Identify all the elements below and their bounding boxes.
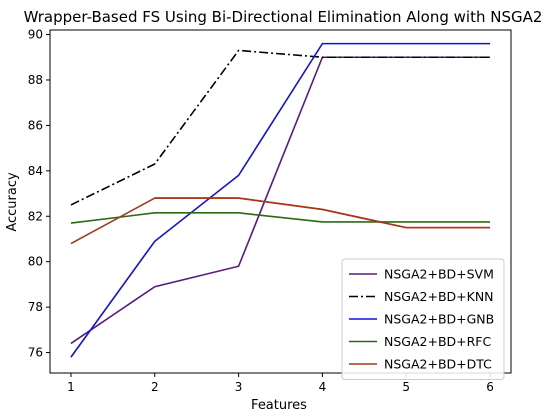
x-tick-label: 6 bbox=[486, 380, 494, 394]
y-axis-label: Accuracy bbox=[5, 172, 20, 232]
y-tick-label: 88 bbox=[28, 73, 43, 87]
series-line-nsga2-bd-knn bbox=[70, 49, 491, 206]
x-axis-label: Features bbox=[251, 398, 307, 413]
y-tick-label: 80 bbox=[28, 255, 43, 269]
y-tick-label: 84 bbox=[28, 164, 43, 178]
series-line-nsga2-bd-dtc bbox=[70, 197, 491, 245]
series-line-nsga2-bd-rfc bbox=[70, 212, 491, 224]
legend: NSGA2+BD+SVM NSGA2+BD+KNN NSGA2+BD+GNB NSGA… bbox=[341, 258, 505, 380]
y-tick-label: 76 bbox=[28, 346, 43, 360]
x-tick-label: 2 bbox=[151, 380, 159, 394]
x-tick-label: 3 bbox=[235, 380, 243, 394]
legend-label: NSGA2+BD+GNB bbox=[384, 312, 494, 327]
legend-label: NSGA2+BD+KNN bbox=[384, 289, 494, 304]
legend-label: NSGA2+BD+DTC bbox=[384, 357, 492, 372]
x-tick-label: 5 bbox=[402, 380, 410, 394]
y-tick-label: 86 bbox=[28, 118, 43, 132]
chart-title: Wrapper-Based FS Using Bi-Directional El… bbox=[24, 8, 543, 26]
legend-label: NSGA2+BD+SVM bbox=[384, 267, 494, 282]
plot-frame bbox=[49, 29, 512, 374]
x-tick-label: 4 bbox=[319, 380, 327, 394]
legend-label: NSGA2+BD+RFC bbox=[384, 334, 491, 349]
series-line-nsga2-bd-gnb bbox=[70, 42, 491, 358]
legend-box bbox=[341, 258, 505, 380]
y-tick-label: 82 bbox=[28, 209, 43, 223]
y-tick-label: 78 bbox=[28, 300, 43, 314]
x-tick-label: 1 bbox=[67, 380, 75, 394]
y-tick-label: 90 bbox=[28, 28, 43, 42]
